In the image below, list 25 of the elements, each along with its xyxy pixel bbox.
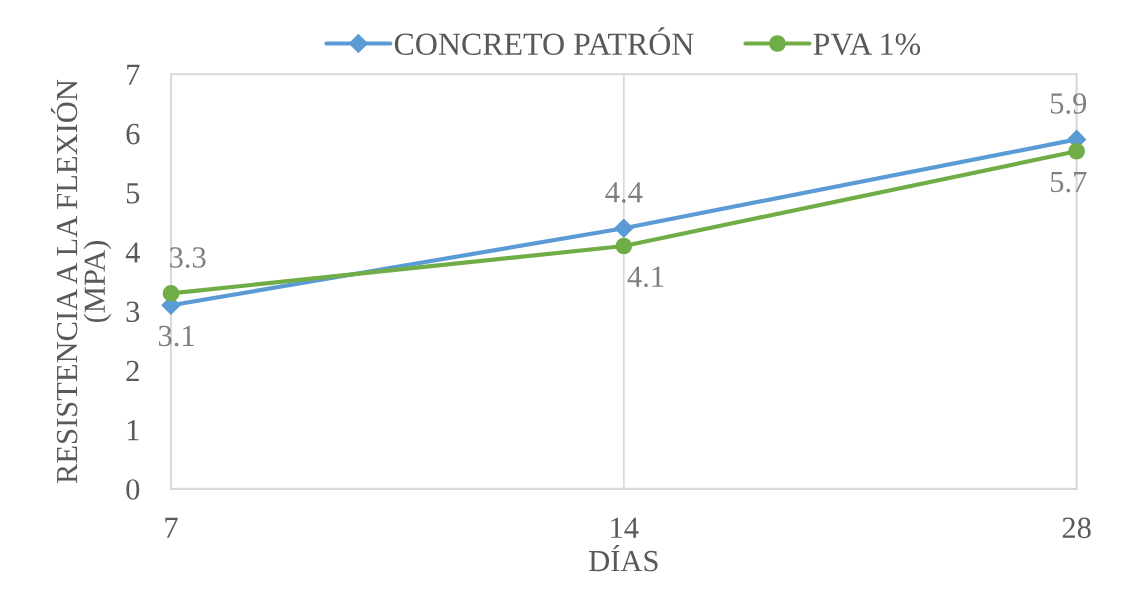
point	[162, 285, 180, 302]
point	[614, 218, 634, 238]
legend-label: CONCRETO PATRÓN	[394, 27, 694, 55]
x-tick-label: 7	[165, 517, 178, 538]
point	[615, 237, 633, 255]
data-label: 3.1	[158, 325, 194, 347]
y-tick-label: 0	[126, 479, 140, 500]
x-tick-label: 28	[1062, 517, 1091, 539]
data-label: 5.9	[1050, 93, 1087, 114]
x-tick-label: 14	[611, 517, 639, 538]
x-axis-title: DÍAS	[589, 544, 658, 572]
y-tick-label: 5	[126, 183, 140, 204]
point	[1068, 142, 1085, 160]
y-tick-label: 7	[127, 64, 140, 85]
y-tick-label: 4	[125, 242, 140, 263]
legend-label: PVA 1%	[813, 33, 921, 56]
data-label: 4.1	[627, 266, 664, 288]
data-label: 4.4	[605, 182, 643, 203]
y-tick-label: 2	[126, 360, 139, 381]
data-label: 5.7	[1050, 171, 1087, 193]
y-tick-label: 1	[127, 420, 139, 441]
y-tick-label: 3	[126, 301, 140, 323]
y-tick-label: 6	[126, 123, 140, 145]
data-label: 3.3	[170, 247, 206, 268]
y-axis-title: RESISTENCIA A LA FLEXIÓN (MPA)	[50, 79, 112, 484]
